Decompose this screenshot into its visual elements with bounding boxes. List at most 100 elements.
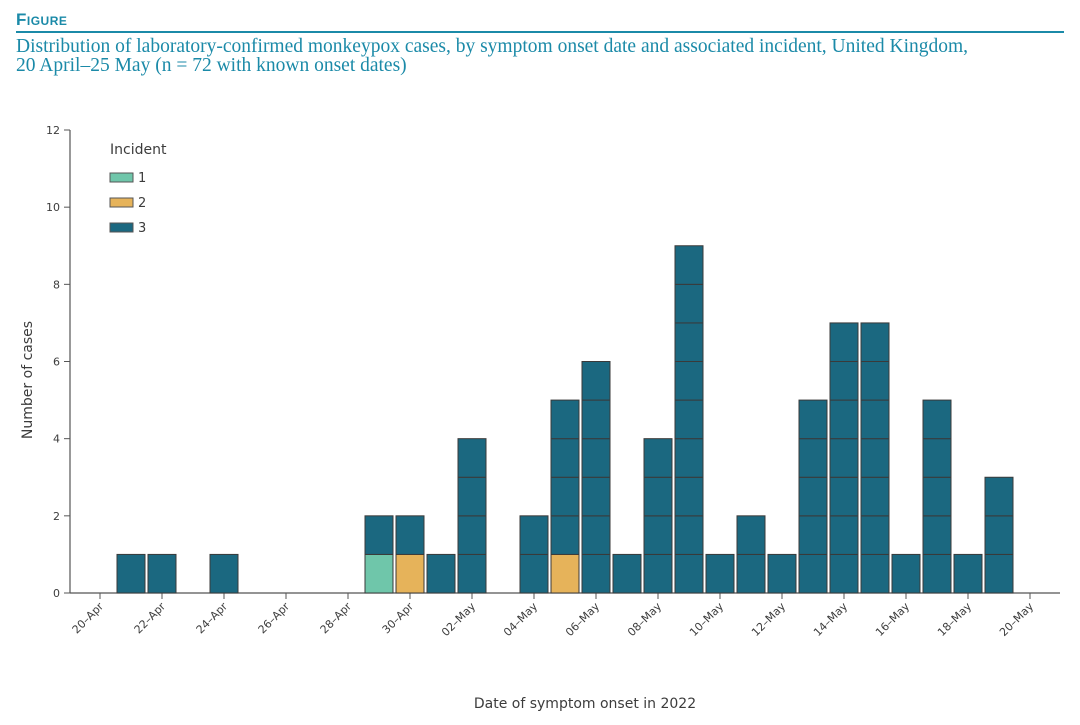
bar-segment-incident-3	[829, 438, 859, 478]
bar-segment-incident-3	[798, 515, 828, 555]
bar-segment-incident-2	[550, 553, 580, 594]
bar-segment-incident-3	[581, 476, 611, 517]
bar-segment-incident-3	[581, 361, 611, 401]
x-tick-label: 02–May	[439, 600, 478, 639]
x-tick-label: 28–Apr	[318, 600, 355, 637]
y-tick-label: 0	[53, 587, 60, 600]
y-axis-label: Number of cases	[20, 321, 36, 439]
x-tick-label: 12–May	[749, 600, 788, 639]
figure-header: Figure Distribution of laboratory-confir…	[16, 10, 1064, 75]
bar-segment-incident-3	[984, 553, 1014, 594]
bar-segment-incident-3	[860, 438, 890, 478]
bar-segment-incident-3	[922, 515, 952, 555]
bar-segment-incident-3	[705, 553, 735, 594]
bar-segment-incident-3	[798, 399, 828, 440]
bar-segment-incident-3	[147, 553, 177, 594]
bar-segment-incident-3	[798, 476, 828, 517]
bar-segment-incident-3	[984, 476, 1014, 517]
bar-segment-incident-3	[984, 515, 1014, 555]
bar-segment-incident-3	[922, 553, 952, 594]
bar-segment-incident-3	[798, 553, 828, 594]
y-tick-label: 12	[46, 124, 60, 137]
figure-label: Figure	[16, 10, 1064, 33]
bar-segment-incident-3	[581, 399, 611, 440]
title-line-2: 20 April–25 May (n = 72 with known onset…	[16, 55, 407, 76]
bar-segment-incident-3	[519, 515, 549, 555]
x-tick-label: 16–May	[873, 600, 912, 639]
bar-segment-incident-3	[550, 399, 580, 440]
x-tick-label: 06–May	[563, 600, 602, 639]
bar-segment-incident-3	[860, 399, 890, 440]
bar-segment-incident-3	[643, 438, 673, 478]
bar-segment-incident-3	[860, 515, 890, 555]
bar-segment-incident-3	[674, 515, 704, 555]
x-tick-label: 14–May	[811, 600, 850, 639]
bar-segment-incident-3	[457, 438, 487, 478]
bar-segment-incident-3	[519, 553, 549, 594]
legend-swatch-3	[109, 222, 134, 233]
x-tick-label: 20–May	[997, 600, 1036, 639]
bar-segment-incident-3	[674, 553, 704, 594]
y-tick-label: 4	[53, 433, 60, 446]
bar-segment-incident-3	[953, 553, 983, 594]
bar-segment-incident-3	[922, 438, 952, 478]
bar-segment-incident-3	[581, 553, 611, 594]
bar-segment-incident-3	[612, 553, 642, 594]
bar-segment-incident-3	[891, 553, 921, 594]
bar-segment-incident-2	[395, 553, 425, 594]
bar-segment-incident-3	[364, 515, 394, 555]
bar-segment-incident-3	[457, 515, 487, 555]
chart-title: Distribution of laboratory-confirmed mon…	[16, 37, 1064, 76]
bar-segment-incident-3	[829, 399, 859, 440]
bar-segment-incident-3	[736, 553, 766, 594]
x-tick-label: 22–Apr	[132, 600, 169, 637]
bar-segment-incident-3	[829, 476, 859, 517]
bar-segment-incident-3	[922, 476, 952, 517]
bar-segment-incident-3	[116, 553, 146, 594]
bar-segment-incident-3	[209, 553, 239, 594]
bar-segment-incident-3	[860, 476, 890, 517]
bar-segment-incident-3	[550, 438, 580, 478]
bar-segment-incident-3	[581, 515, 611, 555]
bar-segment-incident-3	[829, 322, 859, 362]
bar-segment-incident-3	[674, 283, 704, 324]
x-tick-label: 10–May	[687, 600, 726, 639]
x-tick-label: 30–Apr	[380, 600, 417, 637]
bar-segment-incident-3	[550, 515, 580, 555]
bar-segment-incident-3	[457, 553, 487, 594]
bar-segment-incident-3	[643, 476, 673, 517]
bar-segment-incident-3	[395, 515, 425, 555]
bar-segment-incident-3	[922, 399, 952, 440]
bar-segment-incident-3	[674, 361, 704, 401]
bar-segment-incident-3	[674, 399, 704, 440]
x-tick-label: 24–Apr	[194, 600, 231, 637]
legend-swatch-1	[109, 172, 134, 183]
x-tick-label: 08–May	[625, 600, 664, 639]
x-axis-label: Date of symptom onset in 2022	[474, 696, 696, 712]
legend-swatch-2	[109, 197, 134, 208]
bar-segment-incident-3	[550, 476, 580, 517]
bar-segment-incident-3	[643, 553, 673, 594]
bar-segment-incident-3	[426, 553, 456, 594]
bar-segment-incident-3	[674, 438, 704, 478]
bar-segment-incident-3	[829, 553, 859, 594]
x-tick-label: 04–May	[501, 600, 540, 639]
bar-segment-incident-3	[829, 361, 859, 401]
legend-label: 1	[138, 171, 146, 186]
bar-segment-incident-3	[767, 553, 797, 594]
bar-segment-incident-3	[674, 245, 704, 285]
bar-segment-incident-3	[643, 515, 673, 555]
legend-title: Incident	[110, 142, 167, 158]
bar-segment-incident-3	[860, 361, 890, 401]
x-tick-label: 18–May	[935, 600, 974, 639]
bar-segment-incident-3	[674, 322, 704, 362]
y-tick-label: 2	[53, 510, 60, 523]
bar-segment-incident-1	[364, 553, 394, 594]
x-tick-label: 20–Apr	[70, 600, 107, 637]
y-tick-label: 6	[53, 356, 60, 369]
bar-segment-incident-3	[860, 322, 890, 362]
bar-segment-incident-3	[736, 515, 766, 555]
legend-label: 2	[138, 196, 146, 211]
y-tick-label: 8	[53, 278, 60, 291]
